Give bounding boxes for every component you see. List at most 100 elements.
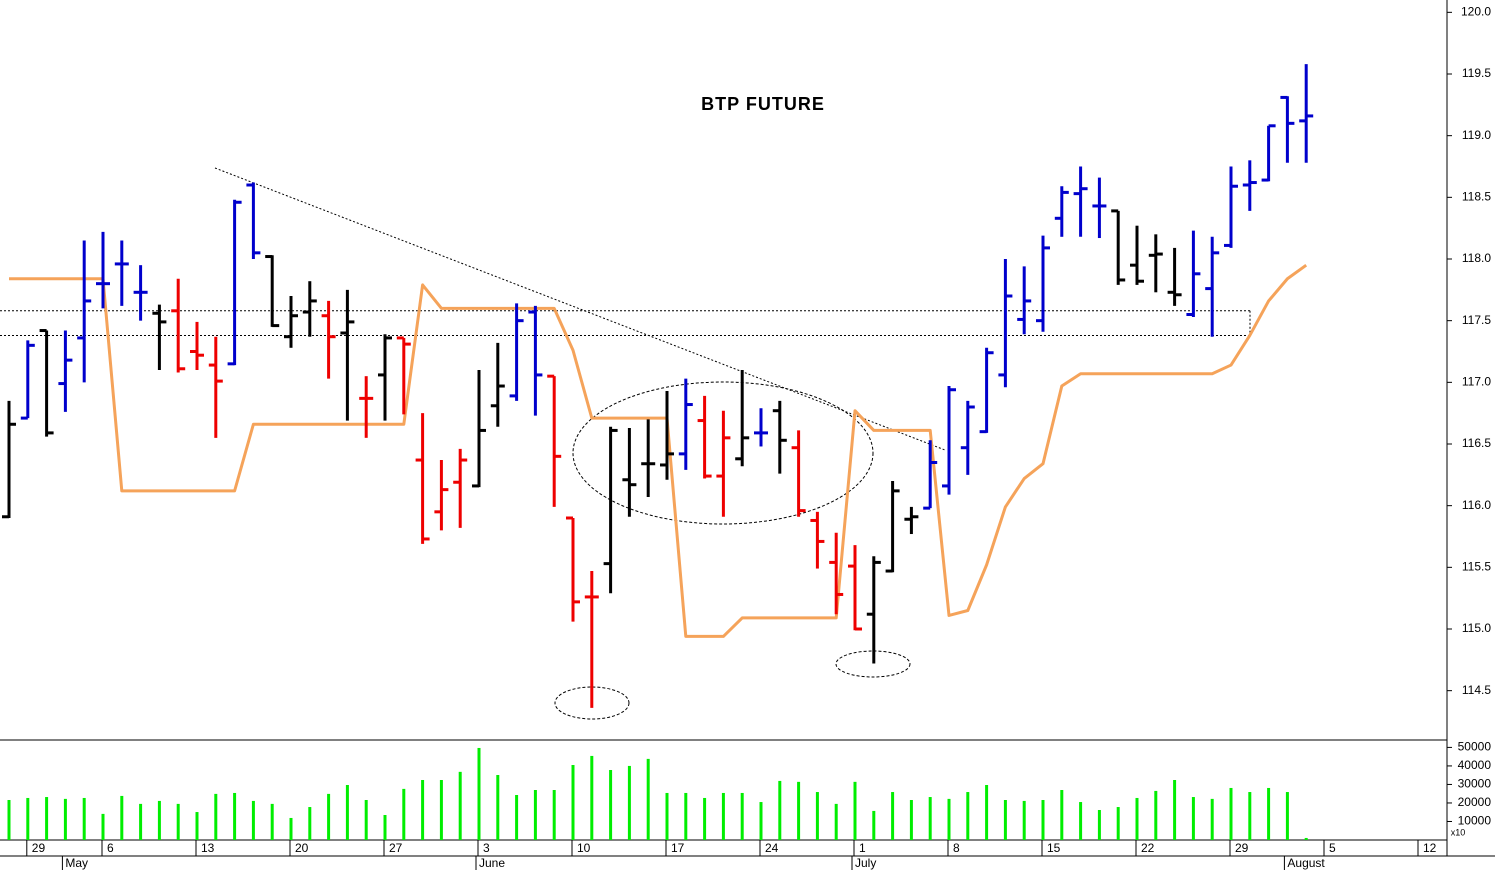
volume-bar — [345, 785, 349, 840]
volume-bar — [947, 798, 951, 840]
volume-bar — [533, 790, 537, 840]
month-label: June — [479, 856, 505, 870]
volume-bar — [1079, 802, 1083, 840]
volume-bar — [1041, 800, 1045, 840]
y-tick-label: 117.0 — [1462, 375, 1491, 389]
x-tick-label: 24 — [765, 841, 779, 855]
x-tick-label: 10 — [577, 841, 591, 855]
volume-bar — [439, 780, 443, 840]
chart-title: BTP FUTURE — [701, 94, 825, 114]
volume-bar — [778, 780, 782, 840]
volume-bar — [985, 785, 989, 840]
volume-bar — [740, 792, 744, 840]
x-tick-label: 1 — [859, 841, 866, 855]
volume-bar — [1154, 790, 1158, 840]
x-tick-label: 22 — [1141, 841, 1155, 855]
month-label: May — [65, 856, 88, 870]
volume-bar — [797, 781, 801, 840]
volume-bar — [966, 792, 970, 840]
volume-bar — [1022, 800, 1026, 840]
volume-bar — [251, 800, 255, 840]
volume-bar — [1304, 837, 1308, 840]
volume-bar — [684, 792, 688, 840]
volume-bar — [195, 812, 199, 840]
y-tick-label: 116.5 — [1462, 436, 1491, 450]
volume-bar — [383, 815, 387, 840]
volume-bar — [1097, 810, 1101, 840]
volume-bar — [928, 797, 932, 840]
x-tick-label: 27 — [389, 841, 403, 855]
volume-bar — [1210, 798, 1214, 840]
volume-bar — [364, 800, 368, 840]
volume-bar — [834, 803, 838, 840]
x-tick-label: 12 — [1423, 841, 1437, 855]
x-tick-label: 29 — [32, 841, 46, 855]
x-tick-label: 5 — [1329, 841, 1336, 855]
volume-tick-label: 20000 — [1458, 795, 1492, 809]
volume-bar — [63, 798, 67, 840]
volume-bar — [1173, 780, 1177, 840]
y-tick-label: 117.5 — [1462, 313, 1491, 327]
volume-bar — [421, 780, 425, 840]
volume-bar — [815, 792, 819, 840]
volume-bar — [120, 795, 124, 840]
volume-bar — [7, 800, 11, 840]
volume-tick-label: 50000 — [1458, 740, 1492, 754]
y-tick-label: 120.0 — [1461, 5, 1491, 19]
x-tick-label: 15 — [1047, 841, 1061, 855]
volume-bar — [157, 800, 161, 840]
volume-bar — [1003, 800, 1007, 840]
volume-bar — [214, 793, 218, 840]
y-tick-label: 119.0 — [1462, 128, 1491, 142]
volume-bar — [571, 765, 575, 840]
volume-bar — [1229, 787, 1233, 840]
volume-bar — [703, 797, 707, 840]
month-label: July — [855, 856, 876, 870]
volume-bar — [590, 755, 594, 840]
y-tick-label: 118.5 — [1462, 190, 1491, 204]
month-label: August — [1287, 856, 1325, 870]
volume-bar — [665, 792, 669, 840]
x-tick-label: 8 — [953, 841, 960, 855]
y-tick-label: 115.0 — [1462, 621, 1491, 635]
volume-bar — [82, 797, 86, 840]
ellipse-annotation — [572, 381, 874, 525]
x-tick-label: 3 — [483, 841, 490, 855]
volume-bar — [270, 803, 274, 840]
volume-bar — [308, 807, 312, 840]
y-tick-label: 116.0 — [1462, 498, 1491, 512]
x-tick-label: 29 — [1235, 841, 1249, 855]
volume-bar — [721, 792, 725, 840]
volume-bar — [872, 810, 876, 840]
volume-bar — [1060, 790, 1064, 840]
volume-bar — [402, 788, 406, 840]
volume-bar — [853, 781, 857, 840]
volume-bar — [1116, 807, 1120, 840]
overlay-line — [9, 263, 1308, 638]
ellipse-annotation — [835, 650, 911, 678]
volume-bar — [909, 800, 913, 840]
volume-tick-label: 30000 — [1458, 777, 1492, 791]
volume-bar — [646, 758, 650, 840]
volume-bar — [1191, 797, 1195, 840]
volume-bar — [233, 792, 237, 840]
volume-bar — [289, 817, 293, 840]
volume-bar — [891, 792, 895, 840]
volume-bar — [45, 797, 49, 840]
x-tick-label: 17 — [671, 841, 685, 855]
volume-bar — [458, 771, 462, 840]
volume-bar — [101, 813, 105, 840]
y-tick-label: 119.5 — [1462, 66, 1491, 80]
volume-bar — [609, 770, 613, 840]
x-tick-label: 6 — [107, 841, 114, 855]
volume-bar — [176, 803, 180, 840]
volume-tick-label: 40000 — [1458, 758, 1492, 772]
volume-bar — [627, 765, 631, 840]
volume-bar — [327, 793, 331, 840]
volume-bar — [1267, 787, 1271, 840]
volume-bar — [1285, 792, 1289, 840]
x-tick-label: 20 — [295, 841, 309, 855]
x-tick-label: 13 — [201, 841, 215, 855]
